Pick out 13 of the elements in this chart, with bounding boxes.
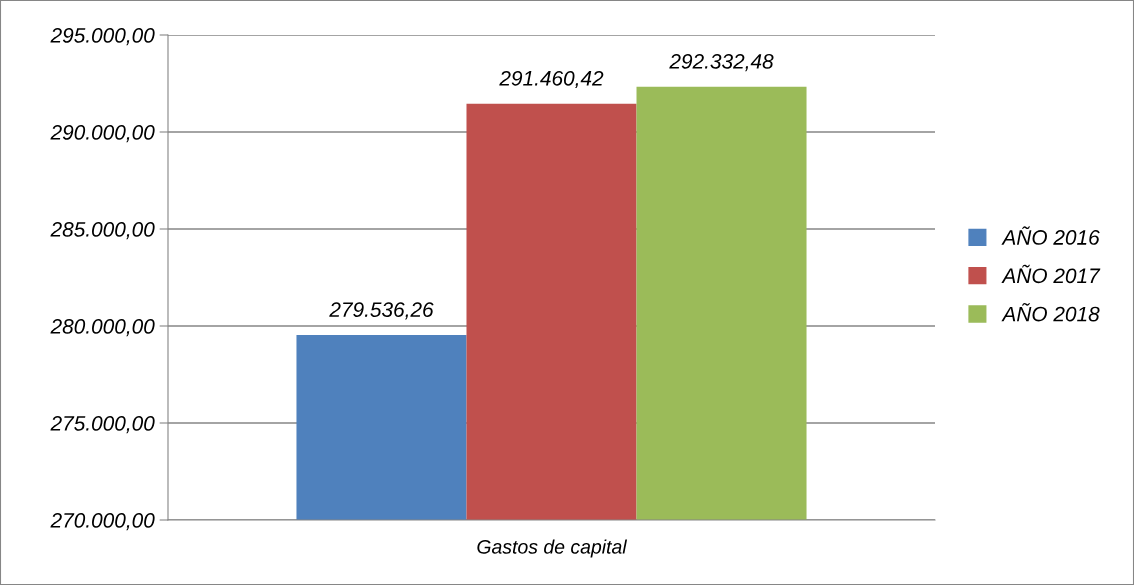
y-tick-label: 275.000,00 — [50, 416, 155, 434]
y-tick-label: 285.000,00 — [50, 222, 155, 240]
y-tick-label: 290.000,00 — [50, 125, 155, 143]
data-label: 291.460,42 — [499, 70, 604, 89]
data-label: 292.332,48 — [669, 53, 774, 72]
legend-label: AÑO 2018 — [1001, 302, 1100, 322]
y-tick-label: 270.000,00 — [50, 513, 155, 531]
legend-label: AÑO 2016 — [1001, 226, 1100, 245]
data-label: 279.536,26 — [329, 302, 434, 320]
y-tick-label: 295.000,00 — [50, 28, 155, 46]
x-axis-title: Gastos de capital — [477, 539, 628, 558]
y-tick-label: 280.000,00 — [50, 319, 155, 337]
legend-label: AÑO 2017 — [1001, 264, 1101, 284]
